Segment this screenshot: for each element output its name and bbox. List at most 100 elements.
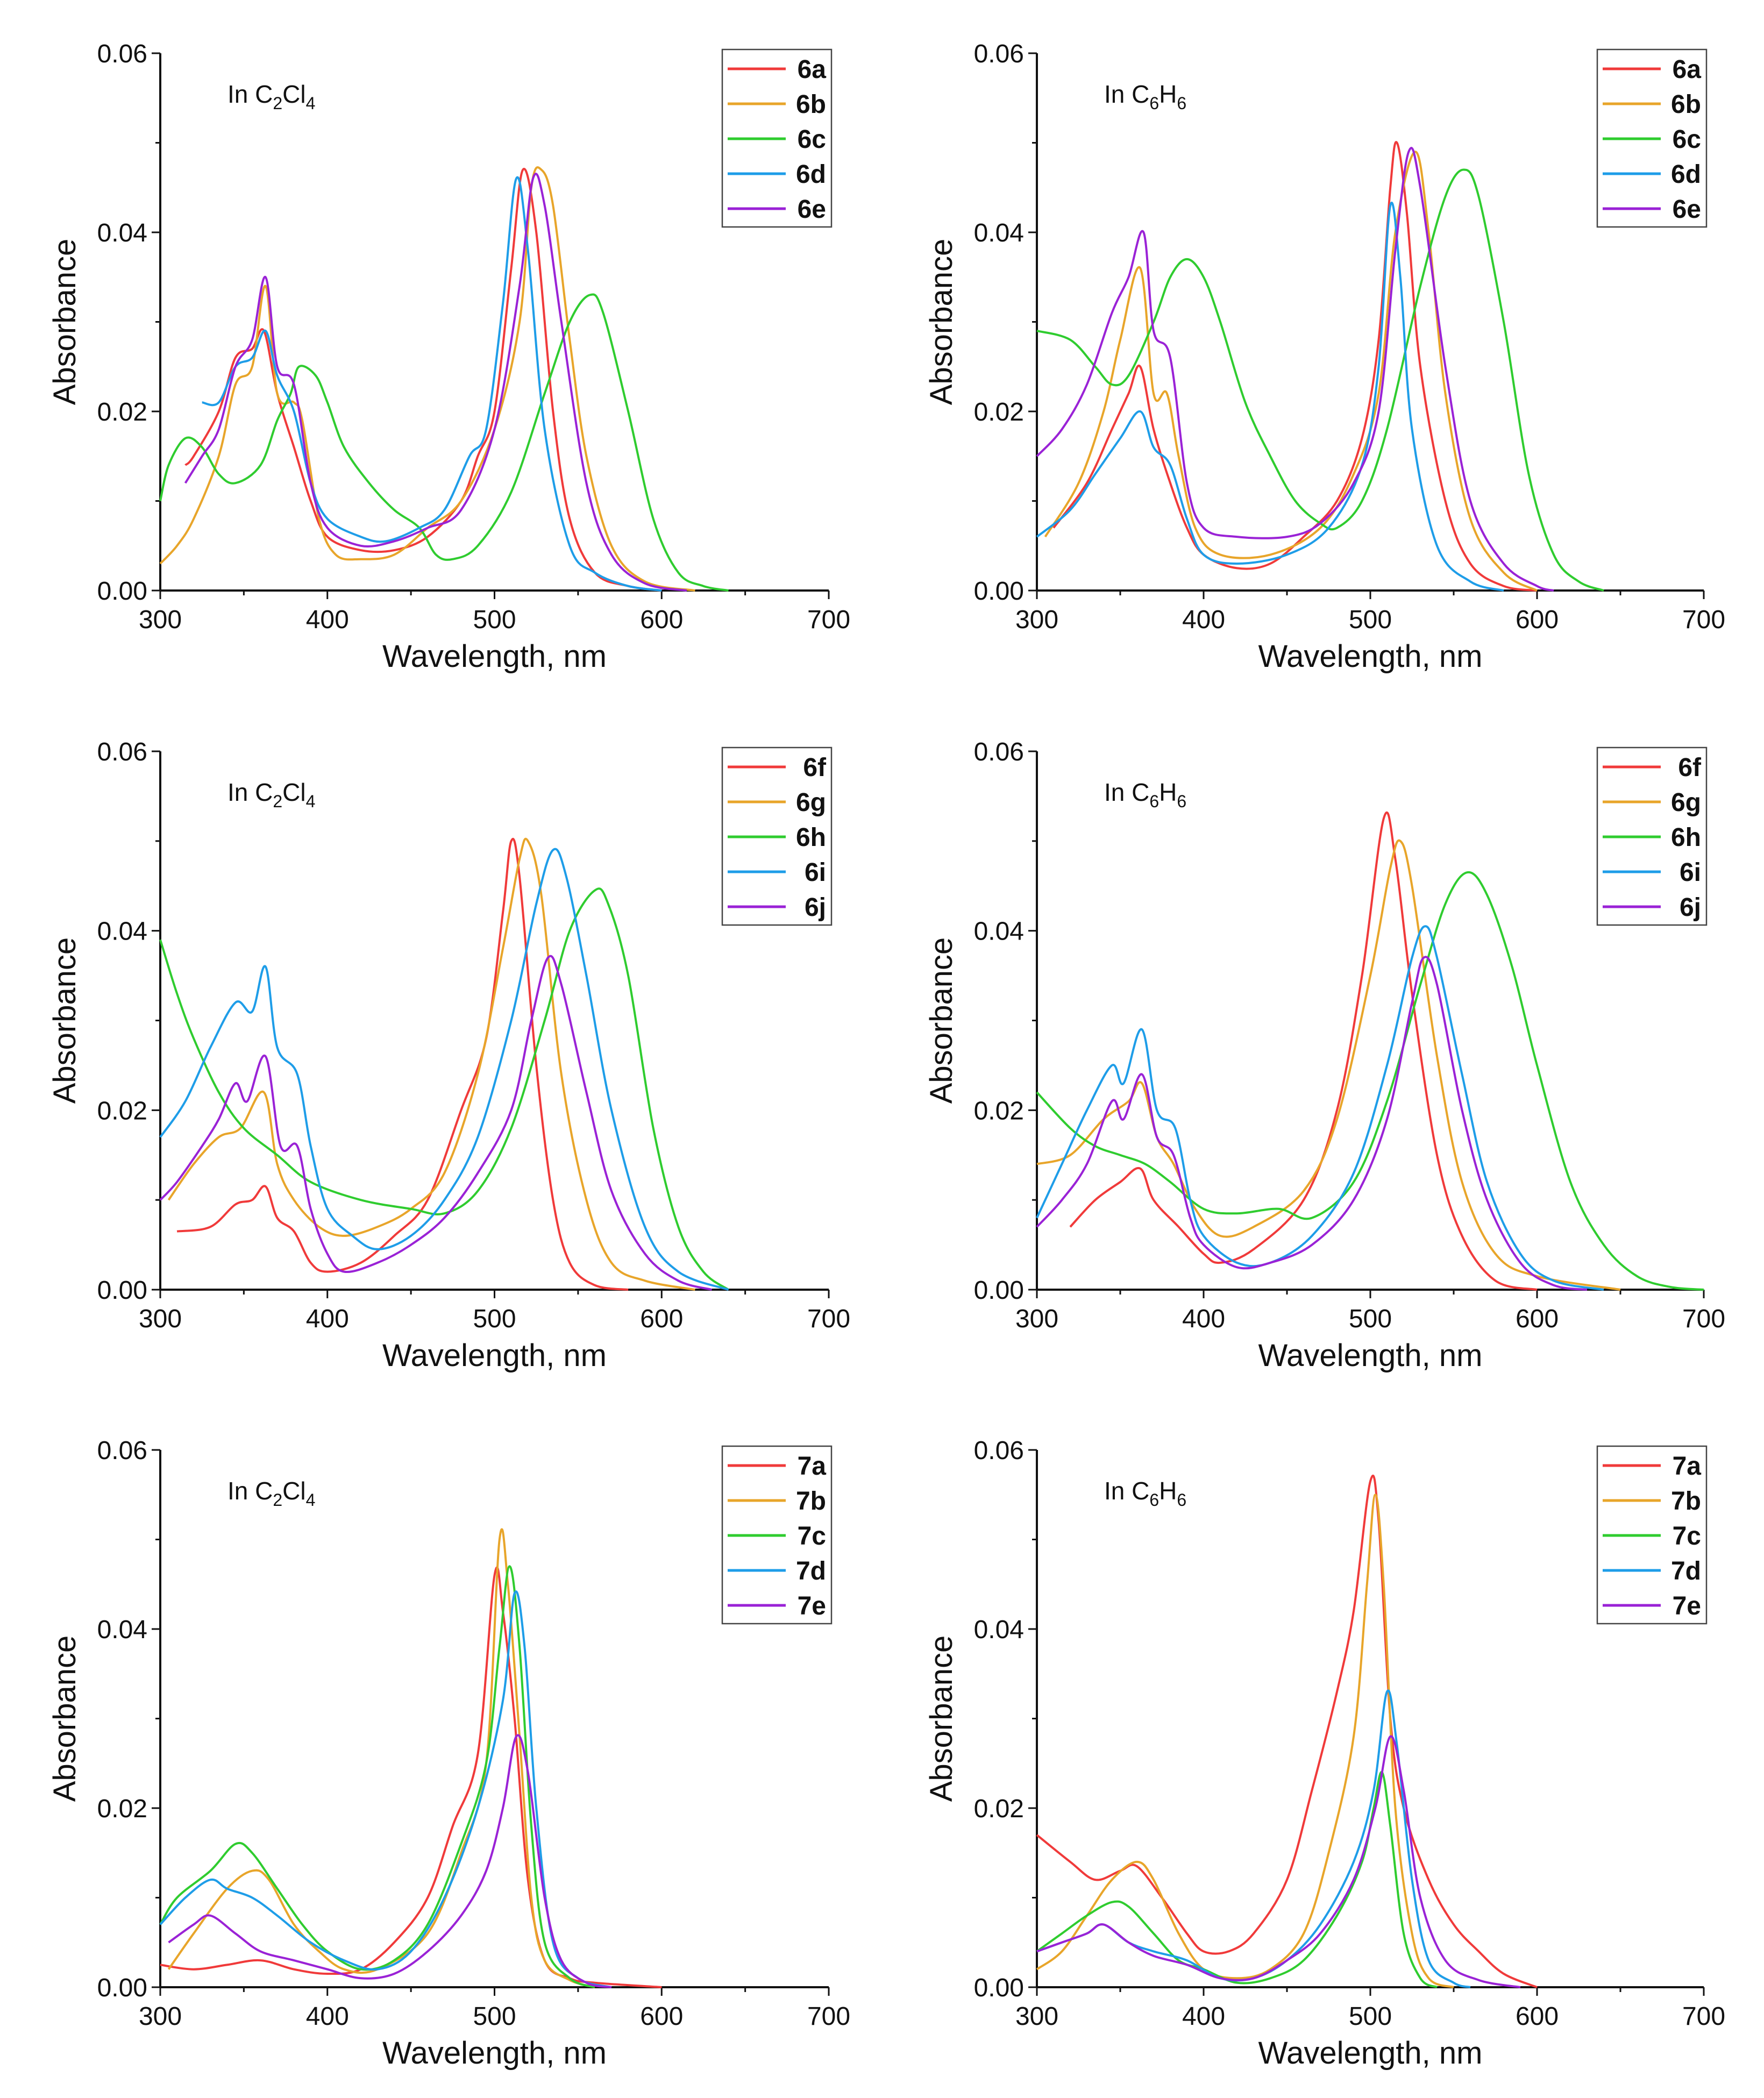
y-tick-label: 0.02 bbox=[97, 1795, 147, 1823]
y-axis-title: Absorbance bbox=[47, 937, 82, 1104]
legend-label-7b: 7b bbox=[796, 1487, 826, 1516]
x-tick-label: 500 bbox=[1349, 606, 1392, 634]
x-tick-label: 600 bbox=[1516, 606, 1559, 634]
y-tick-label: 0.06 bbox=[974, 1436, 1024, 1465]
y-tick-label: 0.00 bbox=[974, 1974, 1024, 2002]
y-tick-label: 0.04 bbox=[97, 1616, 147, 1644]
y-axis-title: Absorbance bbox=[47, 1635, 82, 1802]
series-line-7b bbox=[167, 1528, 595, 1988]
series-line-6j bbox=[1036, 956, 1588, 1291]
y-tick-label: 0.00 bbox=[974, 577, 1024, 606]
x-axis-title: Wavelength, nm bbox=[1258, 1338, 1483, 1373]
legend-label-6g: 6g bbox=[796, 788, 826, 817]
x-tick-label: 300 bbox=[139, 2002, 182, 2031]
series-line-6d bbox=[202, 176, 662, 592]
annotation-text: In C bbox=[227, 80, 273, 108]
series-line-6c bbox=[1036, 168, 1604, 592]
legend-label-6c: 6c bbox=[798, 125, 826, 154]
annotation-text: H bbox=[1159, 778, 1177, 806]
annotation-text: Cl bbox=[282, 778, 305, 806]
x-tick-label: 400 bbox=[1182, 606, 1225, 634]
legend-label-6d: 6d bbox=[1671, 160, 1701, 189]
series-line-7b bbox=[1036, 1494, 1454, 1988]
y-tick-label: 0.06 bbox=[97, 40, 147, 68]
subscript: 6 bbox=[1177, 792, 1186, 811]
series-line-7c bbox=[159, 1565, 595, 1988]
x-tick-label: 700 bbox=[1682, 2002, 1725, 2031]
y-tick-label: 0.06 bbox=[97, 738, 147, 766]
subscript: 6 bbox=[1149, 1490, 1159, 1510]
legend-label-6a: 6a bbox=[1673, 55, 1702, 84]
series-line-7c bbox=[1036, 1771, 1438, 1988]
legend-label-6j: 6j bbox=[1680, 893, 1701, 922]
series-line-6i bbox=[1036, 925, 1604, 1291]
annotation-text: In C bbox=[1104, 80, 1149, 108]
subscript: 2 bbox=[273, 94, 282, 113]
subscript: 2 bbox=[273, 792, 282, 811]
x-axis-title: Wavelength, nm bbox=[1258, 2036, 1483, 2071]
y-tick-label: 0.06 bbox=[974, 738, 1024, 766]
legend-label-7a: 7a bbox=[798, 1452, 827, 1481]
y-tick-label: 0.04 bbox=[97, 219, 147, 247]
legend-label-6i: 6i bbox=[1680, 858, 1701, 887]
legend-label-7e: 7e bbox=[798, 1592, 826, 1620]
y-axis-title: Absorbance bbox=[47, 239, 82, 406]
annotation-text: Cl bbox=[282, 80, 305, 108]
y-tick-label: 0.04 bbox=[974, 1616, 1024, 1644]
annotation-text: H bbox=[1159, 80, 1177, 108]
subscript: 6 bbox=[1177, 94, 1186, 113]
series-line-7e bbox=[168, 1734, 612, 1988]
x-tick-label: 300 bbox=[139, 1305, 182, 1333]
legend-label-6g: 6g bbox=[1671, 788, 1701, 817]
x-tick-label: 600 bbox=[1516, 1305, 1559, 1333]
subscript: 4 bbox=[306, 1490, 316, 1510]
x-tick-label: 700 bbox=[1682, 606, 1725, 634]
legend-label-6h: 6h bbox=[1671, 823, 1701, 852]
y-axis-title: Absorbance bbox=[924, 937, 959, 1104]
chart-panel-1: 300 400 500 600 700 0.00 0.02 0.04 0.06 Wavelengt… bbox=[47, 40, 850, 674]
y-tick-label: 0.00 bbox=[974, 1276, 1024, 1305]
legend-label-7e: 7e bbox=[1673, 1592, 1701, 1620]
series-line-7a bbox=[1036, 1474, 1538, 1988]
x-tick-label: 700 bbox=[807, 2002, 850, 2031]
y-tick-label: 0.00 bbox=[97, 1276, 147, 1305]
x-tick-label: 300 bbox=[1015, 1305, 1058, 1333]
solvent-annotation: In C2Cl4 bbox=[227, 1477, 315, 1510]
legend-label-6d: 6d bbox=[796, 160, 826, 189]
legend-label-6c: 6c bbox=[1673, 125, 1701, 154]
x-tick-label: 600 bbox=[640, 606, 683, 634]
x-tick-label: 400 bbox=[1182, 2002, 1225, 2031]
x-tick-label: 500 bbox=[1349, 1305, 1392, 1333]
series-line-6a bbox=[1052, 141, 1538, 592]
annotation-text: In C bbox=[1104, 778, 1149, 806]
subscript: 6 bbox=[1149, 94, 1159, 113]
legend-label-6f: 6f bbox=[803, 753, 827, 782]
x-tick-label: 500 bbox=[1349, 2002, 1392, 2031]
y-tick-label: 0.04 bbox=[97, 918, 147, 946]
series-line-6h bbox=[159, 887, 729, 1291]
x-tick-label: 400 bbox=[306, 606, 349, 634]
y-tick-label: 0.02 bbox=[974, 1795, 1024, 1823]
series-line-7e bbox=[1036, 1735, 1521, 1988]
x-tick-label: 300 bbox=[1015, 606, 1058, 634]
x-tick-label: 700 bbox=[1682, 1305, 1725, 1333]
x-tick-label: 700 bbox=[807, 606, 850, 634]
x-axis-title: Wavelength, nm bbox=[382, 639, 607, 674]
annotation-text: H bbox=[1159, 1477, 1177, 1505]
x-tick-label: 400 bbox=[1182, 1305, 1225, 1333]
legend-label-7b: 7b bbox=[1671, 1487, 1701, 1516]
series-line-6e bbox=[1036, 147, 1554, 592]
x-tick-label: 600 bbox=[640, 2002, 683, 2031]
legend-label-7d: 7d bbox=[796, 1557, 826, 1585]
series-line-6b bbox=[159, 166, 695, 592]
x-tick-label: 500 bbox=[473, 1305, 516, 1333]
series-line-6j bbox=[159, 955, 713, 1291]
legend-label-6i: 6i bbox=[805, 858, 826, 887]
x-tick-label: 500 bbox=[473, 2002, 516, 2031]
solvent-annotation: In C6H6 bbox=[1104, 80, 1186, 113]
x-tick-label: 600 bbox=[640, 1305, 683, 1333]
y-axis-title: Absorbance bbox=[924, 1635, 959, 1802]
annotation-text: Cl bbox=[282, 1477, 305, 1505]
series-line-6i bbox=[159, 848, 729, 1291]
subscript: 4 bbox=[306, 94, 316, 113]
